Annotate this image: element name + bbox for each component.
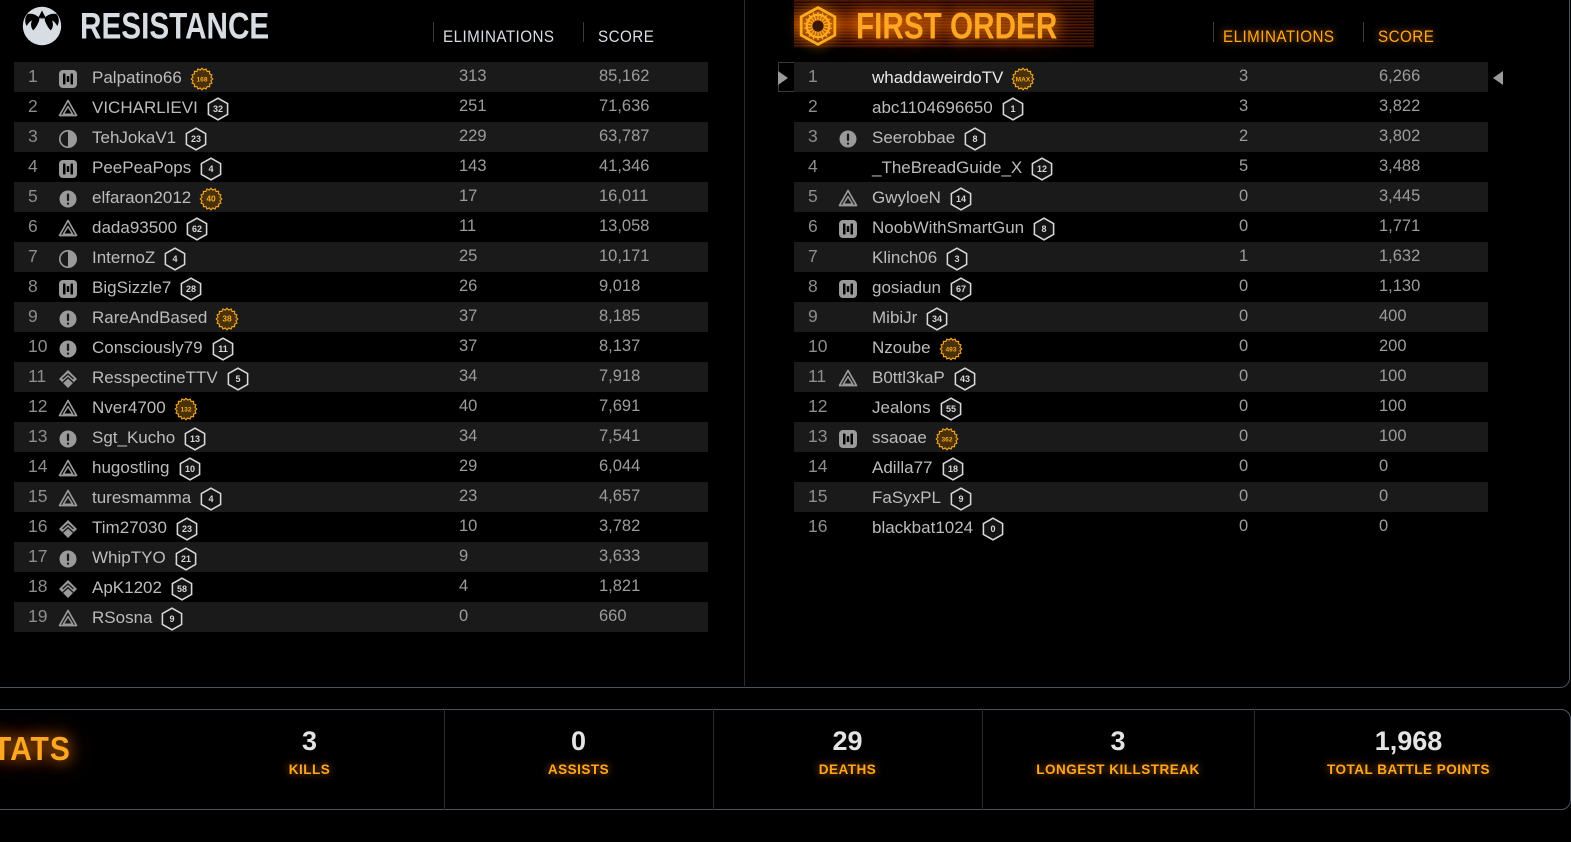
svg-text:23: 23 (182, 524, 192, 534)
svg-text:10: 10 (185, 464, 195, 474)
svg-text:18: 18 (947, 464, 957, 474)
svg-text:23: 23 (191, 134, 201, 144)
svg-text:28: 28 (186, 284, 196, 294)
svg-text:4: 4 (173, 254, 178, 264)
svg-text:132: 132 (180, 407, 191, 414)
svg-text:21: 21 (181, 554, 191, 564)
svg-text:58: 58 (177, 584, 187, 594)
svg-text:362: 362 (941, 437, 952, 444)
svg-text:168: 168 (196, 77, 207, 84)
svg-text:4: 4 (209, 494, 214, 504)
svg-text:9: 9 (958, 494, 963, 504)
svg-text:8: 8 (1042, 224, 1047, 234)
svg-text:40: 40 (207, 194, 217, 204)
svg-text:62: 62 (192, 224, 202, 234)
svg-text:12: 12 (1037, 164, 1047, 174)
svg-text:5: 5 (235, 374, 240, 384)
svg-text:32: 32 (213, 104, 223, 114)
svg-text:493: 493 (945, 347, 956, 354)
svg-text:38: 38 (223, 314, 233, 324)
svg-text:9: 9 (170, 614, 175, 624)
svg-text:8: 8 (973, 134, 978, 144)
svg-text:11: 11 (218, 344, 228, 354)
svg-text:MAX: MAX (1016, 77, 1031, 84)
svg-text:67: 67 (956, 284, 966, 294)
svg-text:34: 34 (932, 314, 942, 324)
svg-text:1: 1 (1010, 104, 1015, 114)
svg-text:4: 4 (209, 164, 214, 174)
svg-text:0: 0 (991, 524, 996, 534)
svg-text:3: 3 (955, 254, 960, 264)
svg-text:55: 55 (946, 404, 956, 414)
svg-text:14: 14 (956, 194, 966, 204)
svg-text:43: 43 (960, 374, 970, 384)
svg-text:13: 13 (190, 434, 200, 444)
